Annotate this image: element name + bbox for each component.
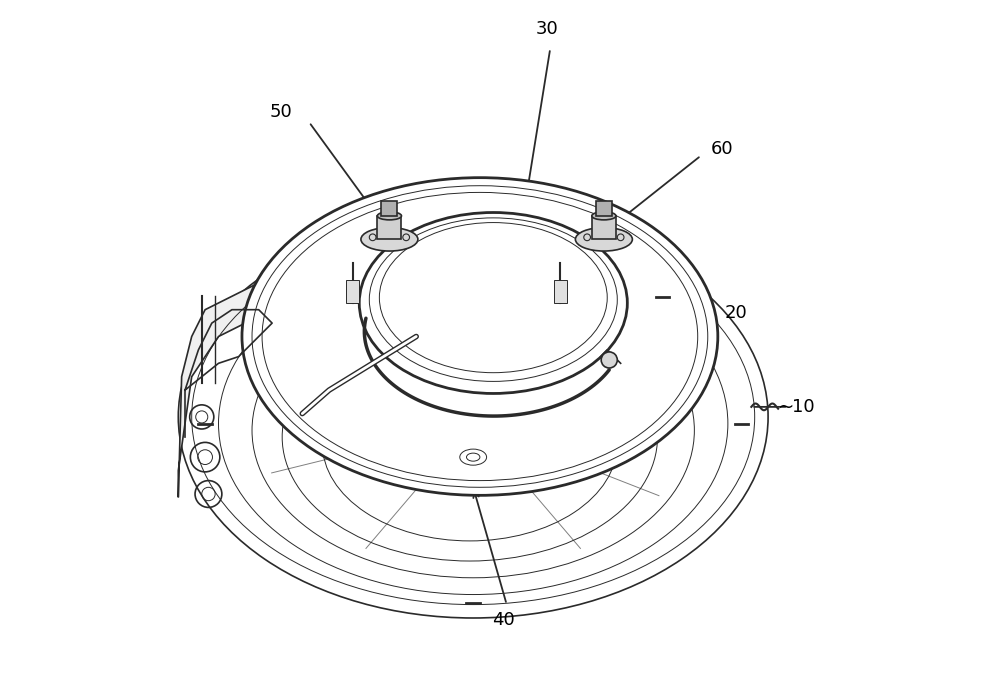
Bar <box>377 216 401 240</box>
Ellipse shape <box>361 227 418 251</box>
Ellipse shape <box>178 216 768 618</box>
Text: 20: 20 <box>725 304 747 322</box>
Text: 40: 40 <box>492 611 515 629</box>
Circle shape <box>601 352 617 368</box>
Bar <box>554 279 567 303</box>
Polygon shape <box>178 283 272 497</box>
Text: 30: 30 <box>536 20 558 38</box>
Ellipse shape <box>575 227 632 251</box>
Ellipse shape <box>242 178 718 495</box>
Text: 60: 60 <box>711 140 734 158</box>
Bar <box>346 279 359 303</box>
Ellipse shape <box>592 212 616 220</box>
Text: 10: 10 <box>792 398 814 416</box>
Ellipse shape <box>359 213 627 394</box>
Bar <box>592 216 616 240</box>
Bar <box>381 201 397 216</box>
Bar <box>596 201 612 216</box>
Ellipse shape <box>377 212 401 220</box>
Text: 50: 50 <box>269 103 292 121</box>
Text: ~: ~ <box>778 397 795 417</box>
